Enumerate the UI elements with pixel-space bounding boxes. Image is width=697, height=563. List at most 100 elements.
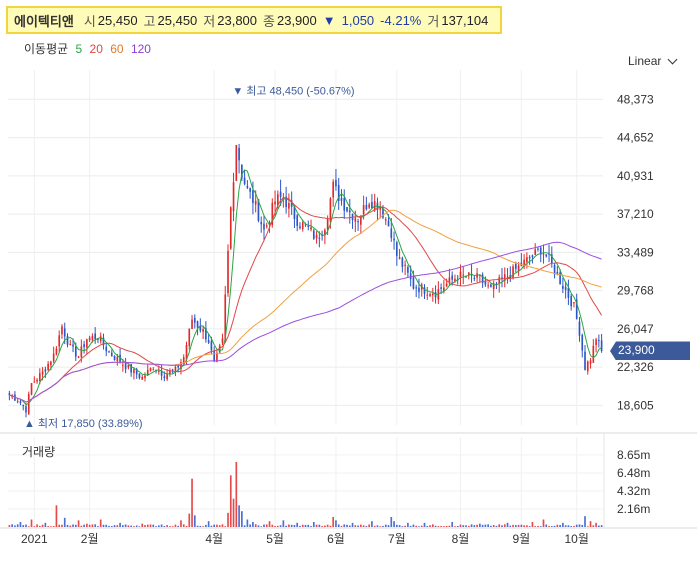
ma120-line [9,241,602,403]
volume-bar [384,524,387,527]
scale-label: Linear [628,54,662,68]
time-tick-label: 2월 [81,532,99,546]
candle [257,198,260,223]
candle-body [260,222,263,225]
candle-body [199,325,202,331]
candle [517,262,520,276]
candle-body [407,267,409,273]
volume-bar [14,525,16,527]
volume-bar [232,498,235,527]
candle-body [362,205,365,215]
candle-body [113,355,116,361]
candle [528,255,531,265]
candle [401,256,404,273]
volume-bar [210,525,213,527]
candle-body [451,275,454,280]
ma60-line [9,209,602,403]
candle [445,278,448,288]
volume-bar [490,525,492,527]
candle-body [348,210,351,213]
candle [473,275,476,282]
volume-bar [484,524,487,527]
candle-body [144,375,146,378]
candle [512,264,514,280]
candle-body [340,197,343,201]
volume-bar [600,525,603,527]
candle-body [506,276,509,278]
volume-bar [445,525,448,527]
price-tick-label: 48,373 [617,92,654,106]
volume-bar [542,519,545,527]
candle-body [393,238,395,241]
volume-bar [318,524,321,527]
moving-average-legend[interactable]: 이동평균 5 20 60 120 [24,40,155,57]
volume-label: 거 [427,13,440,29]
volume-bar [8,525,11,527]
candle-body [443,287,445,291]
candle-body [371,201,373,209]
volume-bar [97,526,99,527]
volume-bar [72,524,74,527]
candle-body [149,367,152,371]
candle [584,345,586,371]
volume-bar [282,520,285,527]
candle [487,281,489,289]
candle [321,230,323,241]
candle-body [598,340,600,342]
candle-body [395,242,398,256]
candle [395,240,398,266]
volume-bar [509,525,512,527]
scale-dropdown[interactable]: Linear [628,54,678,68]
volume-bar [241,511,243,527]
candle [384,217,387,226]
candle-body [415,287,418,289]
candle-body [537,248,539,250]
candle-body [404,264,406,266]
volume-bar [531,522,534,527]
candle [332,179,335,207]
candle-body [47,363,49,371]
candle-body [235,145,238,181]
candle-body [398,257,401,259]
candle [534,243,537,256]
volume-bar [177,525,180,527]
candle-body [38,373,41,382]
candle [379,201,382,219]
candle [368,202,370,210]
candle-body [97,338,99,340]
volume-bar [592,525,595,527]
ma120-legend[interactable]: 120 [130,42,151,56]
candle-body [332,181,335,198]
candle-body [539,247,542,255]
volume-bar [586,526,589,527]
candle [312,228,315,240]
volume-bar [83,524,85,527]
ma20-legend[interactable]: 20 [89,42,103,56]
volume-tick-label: 8.65m [617,448,650,462]
volume-bar [443,526,445,527]
candle-body [437,289,440,300]
candle-body [567,287,570,298]
candle-body [254,200,257,205]
volume-bar [80,525,83,527]
candle-body [523,259,525,267]
candle [503,267,506,288]
volume-bar [138,526,141,527]
candle-body [77,356,80,358]
candle-body [271,202,274,225]
candle-body [141,376,144,380]
volume-bar [30,519,33,527]
ma60-legend[interactable]: 60 [110,42,124,56]
candle [490,283,492,288]
volume-bar [130,525,132,527]
volume-bar [503,524,506,527]
volume-bar [307,524,310,527]
candle-body [232,182,235,212]
candle-body [193,317,196,323]
volume-bar [36,524,38,527]
ma5-legend[interactable]: 5 [75,42,83,56]
down-arrow-icon: ▼ [322,12,336,28]
volume-bar [329,525,332,527]
volume-bar [376,525,379,527]
